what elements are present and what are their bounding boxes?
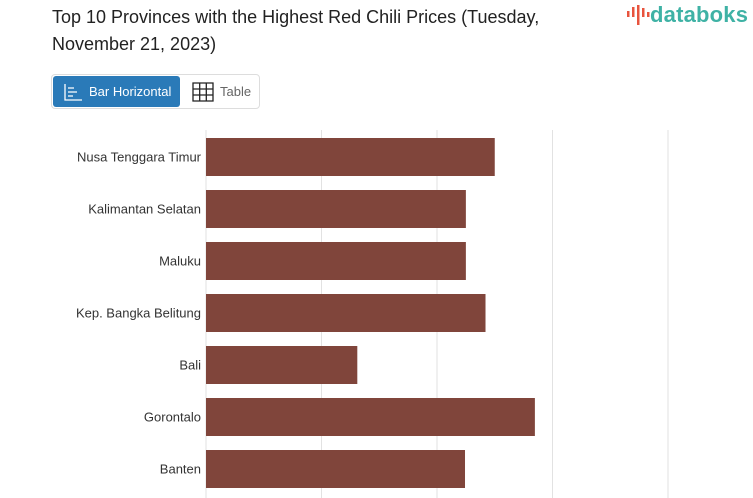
category-label: Bali [179,358,201,373]
table-label: Table [220,84,252,99]
bar[interactable] [206,346,358,384]
bar[interactable] [206,398,535,436]
view-toggle: Bar Horizontal Table [51,74,260,109]
table-icon [192,81,214,102]
category-label: Maluku [159,254,201,269]
bar[interactable] [206,190,466,228]
bar[interactable] [206,242,466,280]
category-label: Gorontalo [144,410,201,425]
bar[interactable] [206,138,495,176]
category-label: Kep. Bangka Belitung [76,306,201,321]
chart-title: Top 10 Provinces with the Highest Red Ch… [52,7,540,54]
category-label: Nusa Tenggara Timur [77,150,202,165]
databoks-logo[interactable]: databoks [626,2,748,28]
table-button[interactable]: Table [180,76,251,107]
bar-horizontal-label: Bar Horizontal [89,84,172,99]
logo-text: databoks [650,2,749,27]
bar[interactable] [206,450,466,488]
category-label: Banten [160,462,201,477]
bar-horizontal-button[interactable]: Bar Horizontal [53,76,180,107]
bar[interactable] [206,294,486,332]
logo-mark-icon [627,5,650,25]
bar-chart-icon [64,83,82,101]
category-label: Kalimantan Selatan [88,202,201,217]
